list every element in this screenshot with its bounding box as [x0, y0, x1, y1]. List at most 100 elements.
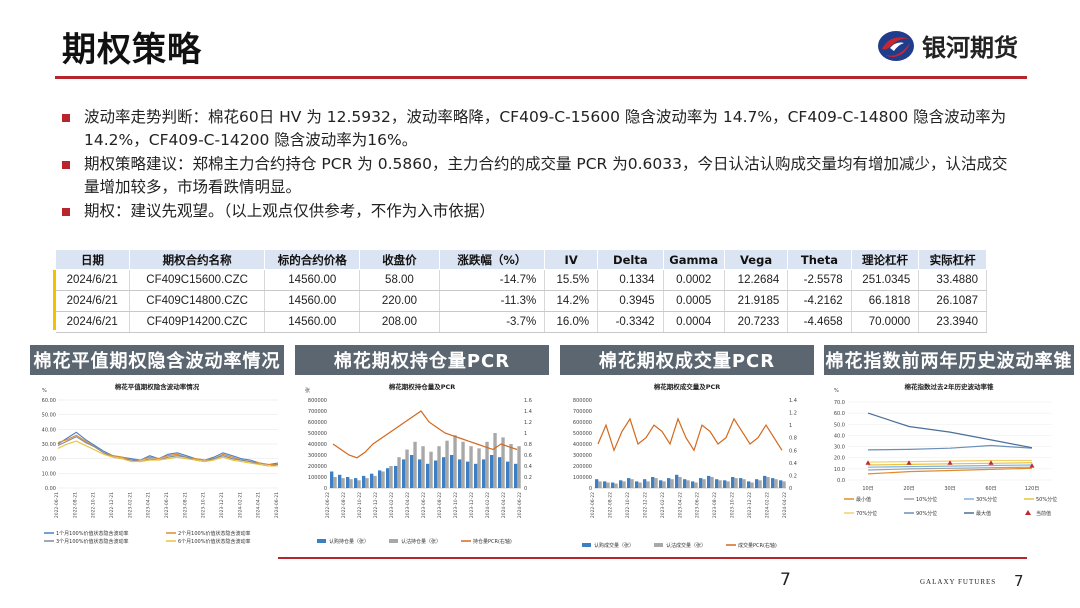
legend-swatch — [389, 539, 398, 543]
y-tick-label: 50.0 — [834, 422, 845, 428]
y2-tick-label: 1.6 — [524, 398, 532, 404]
chart-title: 棉花平值期权隐含波动率情况 — [115, 382, 200, 391]
iv-chart: 棉花平值期权隐含波动率情况% 60.00 50.00 40.00 30.00 20.00 1… — [42, 382, 280, 545]
table-cell: -3.7% — [439, 311, 546, 333]
legend-label: 认购成交量（张） — [594, 542, 634, 549]
legend-label: 30%分位 — [976, 496, 997, 503]
bar-call — [595, 479, 599, 488]
x-tick-label: 2023-12-22 — [747, 492, 753, 518]
bar-put — [413, 441, 417, 488]
pcr-line — [597, 417, 783, 453]
bar-call — [683, 479, 687, 488]
bar-call — [450, 455, 454, 488]
col-header: 收盘价 — [359, 249, 440, 270]
y-tick-label: 10.00 — [42, 471, 56, 477]
bar-put — [477, 448, 481, 488]
legend-label: 认购持仓量（张） — [329, 538, 369, 545]
bar-put — [766, 477, 770, 488]
bullet-marker — [62, 114, 70, 122]
table-cell: -4.4658 — [787, 311, 852, 333]
y2-tick-label: 1.4 — [789, 398, 797, 404]
hv-cone-chart: 棉花指数过去2年历史波动率锥% 70.0 60.0 50.0 40.0 30.0 20.0 1… — [834, 382, 1057, 517]
y-tick-label: 200000 — [308, 464, 327, 470]
table-cell: 14560.00 — [264, 311, 361, 333]
x-tick-label: 2022-12-22 — [642, 492, 648, 518]
bullet-text: 波动率走势判断：棉花60日 HV 为 12.5932，波动率略降，CF409-C… — [84, 108, 1007, 149]
y2-tick-label: 1 — [789, 423, 792, 429]
table-cell: CF409C15600.CZC — [129, 269, 266, 291]
bar-put — [333, 477, 337, 488]
bar-put — [445, 440, 449, 488]
x-tick-label: 2023-02-22 — [660, 492, 666, 518]
bar-put — [734, 478, 738, 488]
legend-label: 持仓量PCR(右轴) — [473, 538, 512, 545]
pcr-line — [332, 410, 518, 459]
bar-call — [731, 477, 735, 488]
table-cell: 0.0002 — [663, 269, 725, 291]
bar-call — [426, 463, 430, 488]
legend-swatch — [317, 539, 326, 543]
y-axis-unit: % — [834, 388, 839, 394]
table-cell: -4.2162 — [787, 290, 852, 312]
footer-divider — [278, 557, 1027, 559]
y2-tick-label: 0 — [789, 486, 792, 492]
col-header: 理论杠杆 — [850, 249, 920, 270]
x-tick-label: 2023-06-22 — [695, 492, 701, 518]
y-tick-label: 20.00 — [42, 457, 56, 463]
bar-call — [707, 475, 711, 488]
col-header: Theta — [787, 249, 852, 270]
bar-call — [442, 457, 446, 488]
current-value-marker — [865, 460, 871, 465]
table-cell: 208.00 — [359, 311, 440, 333]
x-tick-label: 2023-08-22 — [712, 492, 718, 518]
bar-call — [458, 459, 462, 488]
x-tick-label: 2023-10-22 — [730, 492, 736, 518]
bar-put — [405, 449, 409, 488]
x-tick-label: 2024-02-22 — [485, 492, 491, 518]
bar-call — [635, 481, 639, 488]
x-tick-label: 30日 — [944, 486, 955, 492]
bar-call — [402, 459, 406, 488]
legend-swatch — [654, 543, 663, 547]
y-tick-label: 40.00 — [42, 427, 56, 433]
table-cell: 220.00 — [359, 290, 440, 312]
table-cell: -2.5578 — [787, 269, 852, 291]
table-cell: 58.00 — [359, 269, 440, 291]
cone-line — [867, 412, 1033, 449]
x-tick-label: 2022-12-21 — [109, 492, 115, 518]
legend-label: 2个月100%价值状态隐含波动率 — [178, 530, 250, 537]
y-tick-label: 10.0 — [834, 467, 845, 473]
table-highlight-bar — [53, 270, 56, 330]
x-tick-label: 2023-02-22 — [389, 492, 395, 518]
bar-put — [453, 435, 457, 488]
bar-call — [338, 474, 342, 488]
col-header: 日期 — [55, 249, 130, 270]
page-number-right: 7 — [1014, 572, 1024, 590]
legend-label: 认沽成交量（张） — [666, 542, 706, 549]
bar-put — [614, 483, 618, 488]
bar-put — [485, 441, 489, 488]
bar-put — [437, 446, 441, 488]
bar-put — [373, 475, 377, 488]
bar-put — [638, 482, 642, 488]
legend-label: 1个月100%价值状态隐含波动率 — [56, 530, 128, 537]
bar-call — [330, 471, 334, 488]
y2-tick-label: 0.2 — [789, 473, 797, 479]
oi-pcr-chart: 棉花期权持仓量及PCR 张 800000 700000 600000 500000 4000… — [305, 382, 532, 545]
table-cell: 251.0345 — [851, 269, 920, 291]
legend-label: 认沽持仓量（张） — [401, 538, 441, 545]
bar-call — [466, 461, 470, 488]
series-line — [57, 434, 278, 466]
bullet-marker — [62, 208, 70, 216]
y-tick-label: 400000 — [573, 442, 592, 448]
table-cell: CF409P14200.CZC — [129, 311, 266, 333]
y-tick-label: 400000 — [308, 442, 327, 448]
bar-call — [779, 480, 783, 488]
table-cell: -0.3342 — [597, 311, 664, 333]
col-header: 涨跌幅（%） — [438, 249, 546, 270]
bar-put — [662, 481, 666, 488]
y2-tick-label: 0.4 — [789, 461, 797, 467]
y-tick-label: 300000 — [573, 453, 592, 459]
legend-label: 50%分位 — [1036, 496, 1057, 503]
bar-call — [482, 459, 486, 488]
